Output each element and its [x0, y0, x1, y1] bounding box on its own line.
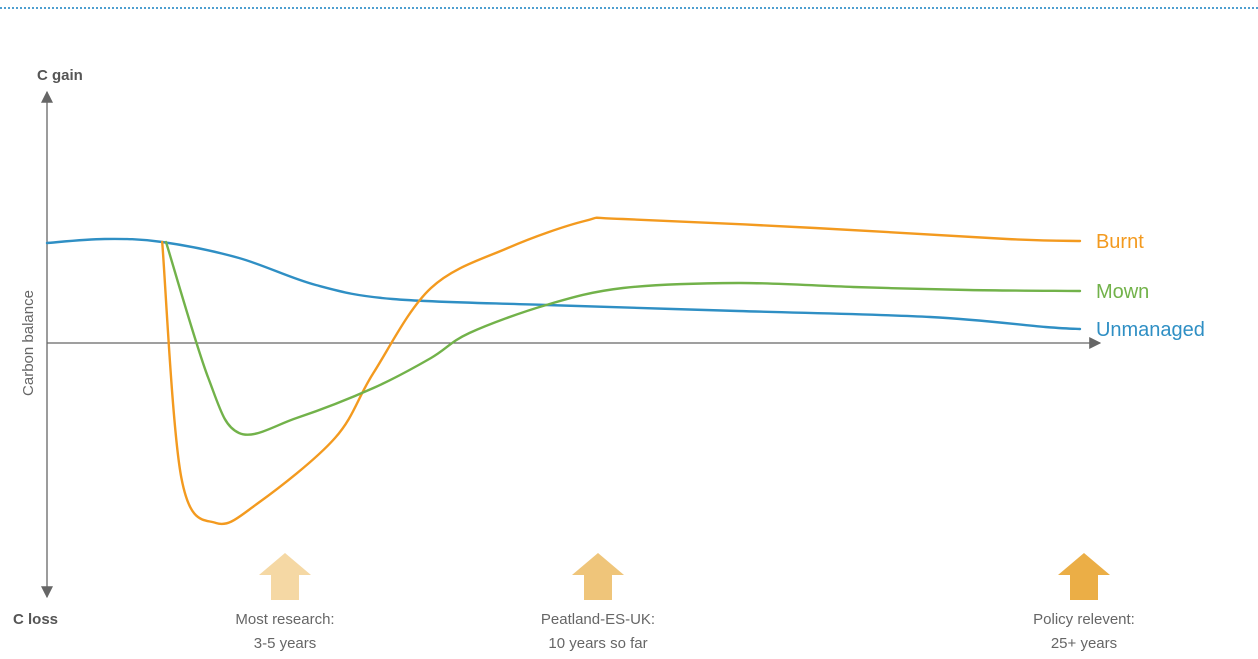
y-axis-title: Carbon balance	[20, 290, 37, 396]
peatland-caption-line2: 10 years so far	[548, 635, 647, 652]
series-labels-group: Unmanaged Burnt Mown	[1096, 231, 1205, 341]
most-research-caption-line2: 3-5 years	[254, 635, 317, 652]
peatland-arrow-icon	[572, 553, 624, 600]
series-line-mown	[164, 240, 1082, 436]
series-line-burnt	[161, 216, 1082, 526]
series-label-unmanaged: Unmanaged	[1096, 319, 1205, 341]
series-lines-group	[45, 216, 1082, 526]
series-line-unmanaged	[45, 237, 1082, 331]
policy-caption-line1: Policy relevent:	[1033, 611, 1135, 628]
series-label-mown: Mown	[1096, 281, 1149, 303]
policy-arrow-icon	[1058, 553, 1110, 600]
most-research-arrow-icon	[259, 553, 311, 600]
policy-caption-line2: 25+ years	[1051, 635, 1117, 652]
series-label-burnt: Burnt	[1096, 231, 1144, 253]
y-bottom-label: C loss	[13, 611, 58, 628]
axes-group: C gain C loss Carbon balance	[13, 67, 1102, 628]
peatland-caption-line1: Peatland-ES-UK:	[541, 611, 655, 628]
most-research-caption-line1: Most research:	[235, 611, 334, 628]
top-dotted-rule	[0, 7, 1258, 9]
annotations-group: Most research: 3-5 years Peatland-ES-UK: 10…	[235, 553, 1135, 652]
y-top-label: C gain	[37, 67, 83, 84]
